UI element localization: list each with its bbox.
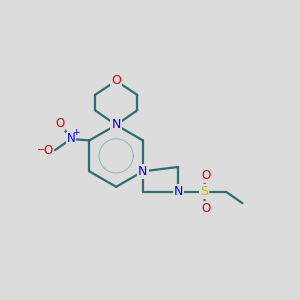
Text: O: O (201, 169, 210, 182)
Text: −: − (37, 145, 45, 155)
Text: O: O (111, 74, 121, 87)
Text: O: O (55, 117, 64, 130)
Text: +: + (72, 128, 80, 137)
Text: N: N (174, 185, 183, 199)
Text: O: O (44, 144, 53, 157)
Text: S: S (200, 185, 208, 199)
Text: N: N (67, 133, 76, 146)
Text: N: N (138, 165, 148, 178)
Text: N: N (112, 118, 121, 131)
Text: O: O (201, 202, 210, 215)
